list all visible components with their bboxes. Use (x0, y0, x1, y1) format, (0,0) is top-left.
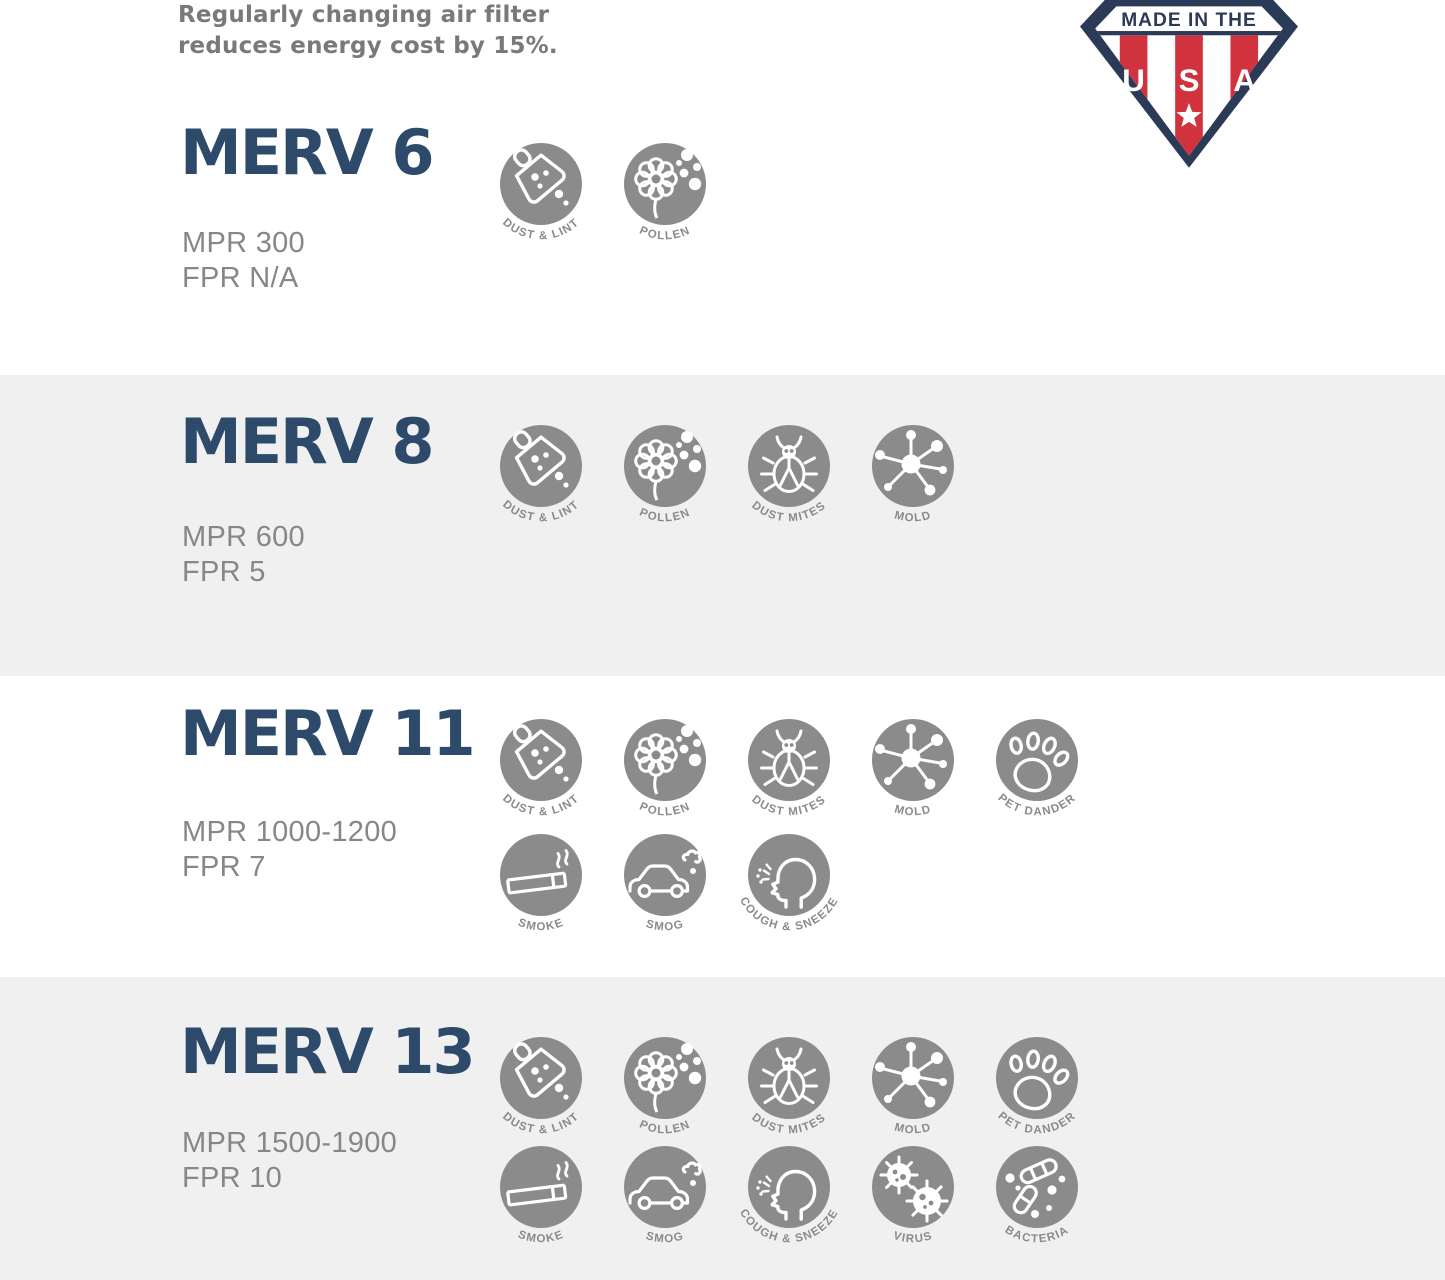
icon-label: POLLEN (638, 225, 693, 243)
merv-11-specs: MPR 1000-1200 FPR 7 (182, 815, 397, 885)
pet-dander-icon: PET DANDER (975, 1026, 1099, 1156)
merv-6-fpr: FPR N/A (182, 262, 299, 294)
merv-8-mpr: MPR 600 (182, 521, 305, 553)
merv-6-icons: DUST & LINT POLLEN (479, 132, 727, 262)
cough-sneeze-icon: COUGH & SNEEZE (727, 823, 851, 953)
star-icon (1176, 103, 1202, 127)
merv-6-specs: MPR 300 FPR N/A (182, 226, 305, 296)
energy-savings-tagline: Regularly changing air filter reduces en… (178, 0, 558, 62)
dust-mites-icon: DUST MITES (727, 1026, 851, 1156)
merv-13-fpr: FPR 10 (182, 1162, 283, 1194)
merv-11-title: MERV 11 (180, 697, 476, 770)
merv-11-icons-line-1: DUST & LINT POLLEN DUST MITES MOLD PET DANDE… (479, 708, 1099, 838)
icon-label: MOLD (893, 803, 933, 818)
badge-letter-s: S (1179, 63, 1200, 98)
merv-6-mpr: MPR 300 (182, 227, 305, 259)
merv-13-mpr: MPR 1500-1900 (182, 1127, 398, 1159)
icon-label: SMOG (644, 1230, 685, 1245)
icon-label: SMOKE (516, 917, 565, 934)
merv-13-icons-line-1: DUST & LINT POLLEN DUST MITES MOLD PET DANDE… (479, 1026, 1099, 1156)
dust-lint-icon: DUST & LINT (479, 414, 603, 544)
row-merv-11: MERV 11 MPR 1000-1200 FPR 7 DUST & LINT P… (0, 676, 1445, 977)
cough-sneeze-icon: COUGH & SNEEZE (727, 1135, 851, 1265)
badge-made-in-the-text: MADE IN THE (1121, 10, 1257, 31)
merv-8-specs: MPR 600 FPR 5 (182, 520, 305, 590)
dust-mites-icon: DUST MITES (727, 414, 851, 544)
merv-11-icons-line-2: SMOKE SMOG COUGH & SNEEZE (479, 823, 851, 953)
mold-icon: MOLD (851, 414, 975, 544)
smog-icon: SMOG (603, 823, 727, 953)
merv-8-fpr: FPR 5 (182, 556, 266, 588)
made-in-usa-badge: MADE IN THE U S A (1080, 0, 1298, 168)
virus-icon: VIRUS (851, 1135, 975, 1265)
mold-icon: MOLD (851, 708, 975, 838)
tagline-line-2: reduces energy cost by 15%. (178, 33, 558, 59)
pollen-icon: POLLEN (603, 1026, 727, 1156)
bacteria-icon: BACTERIA (975, 1135, 1099, 1265)
row-merv-8: MERV 8 MPR 600 FPR 5 DUST & LINT POLLEN DU… (0, 375, 1445, 676)
tagline-line-1: Regularly changing air filter (178, 2, 550, 28)
icon-label: MOLD (893, 509, 933, 524)
pet-dander-icon: PET DANDER (975, 708, 1099, 838)
merv-11-mpr: MPR 1000-1200 (182, 816, 398, 848)
smoke-icon: SMOKE (479, 1135, 603, 1265)
pollen-icon: POLLEN (603, 708, 727, 838)
dust-lint-icon: DUST & LINT (479, 132, 603, 262)
merv-13-icons-line-2: SMOKE SMOG COUGH & SNEEZE VIRUS BACTERIA (479, 1135, 1099, 1265)
icon-label: SMOG (644, 918, 685, 933)
badge-letter-u: U (1122, 63, 1145, 98)
icon-label: POLLEN (638, 507, 693, 525)
merv-11-fpr: FPR 7 (182, 851, 266, 883)
smoke-icon: SMOKE (479, 823, 603, 953)
merv-13-title: MERV 13 (180, 1015, 476, 1088)
icon-label: SMOKE (516, 1229, 565, 1246)
pollen-icon: POLLEN (603, 132, 727, 262)
icon-label: MOLD (893, 1121, 933, 1136)
merv-13-specs: MPR 1500-1900 FPR 10 (182, 1126, 397, 1196)
dust-mites-icon: DUST MITES (727, 708, 851, 838)
merv-8-icons: DUST & LINT POLLEN DUST MITES MOLD (479, 414, 975, 544)
icon-label: VIRUS (892, 1230, 935, 1245)
icon-label: POLLEN (638, 801, 693, 819)
row-merv-6: MERV 6 MPR 300 FPR N/A DUST & LINT POLLEN (0, 0, 1445, 375)
pollen-icon: POLLEN (603, 414, 727, 544)
icon-label: POLLEN (638, 1119, 693, 1137)
mold-icon: MOLD (851, 1026, 975, 1156)
row-merv-13: MERV 13 MPR 1500-1900 FPR 10 DUST & LINT… (0, 977, 1445, 1280)
smog-icon: SMOG (603, 1135, 727, 1265)
merv-8-title: MERV 8 (180, 405, 434, 478)
dust-lint-icon: DUST & LINT (479, 1026, 603, 1156)
merv-6-title: MERV 6 (180, 116, 434, 189)
badge-letter-a: A (1233, 63, 1256, 98)
dust-lint-icon: DUST & LINT (479, 708, 603, 838)
